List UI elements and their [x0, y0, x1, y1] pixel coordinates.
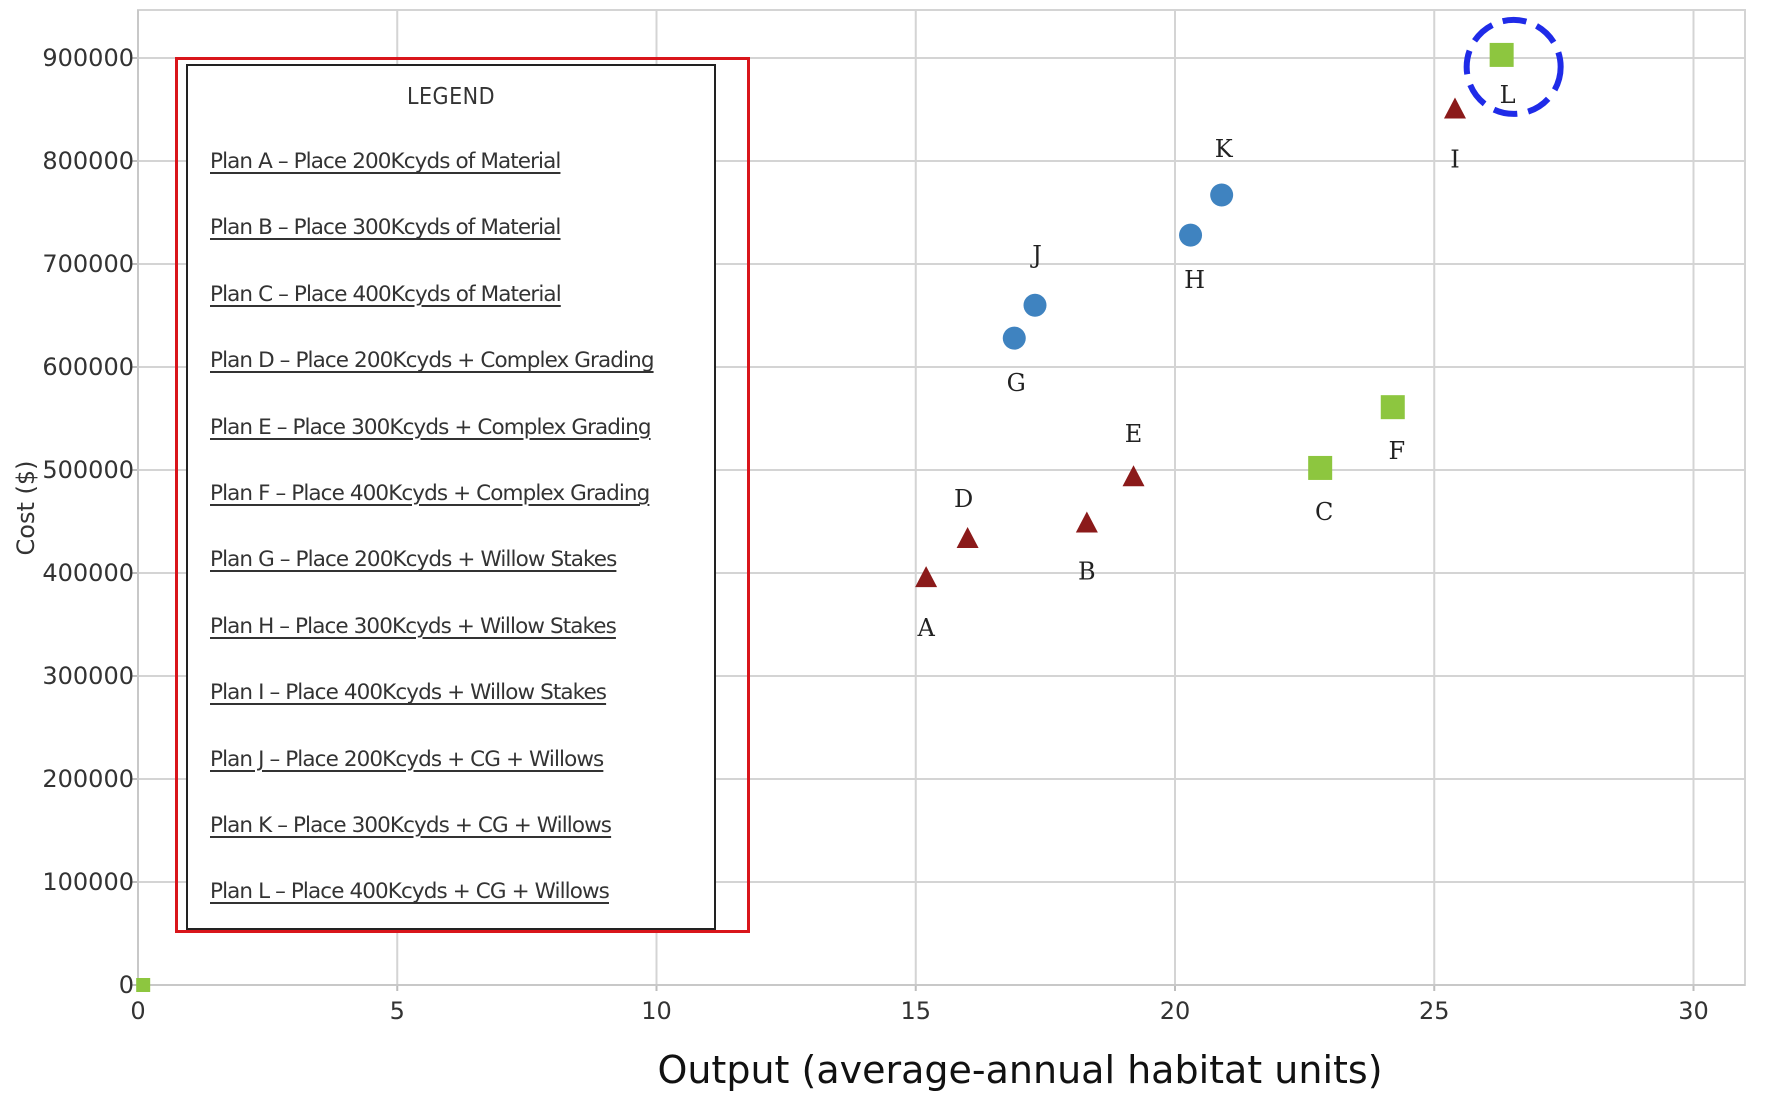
legend: LEGEND Plan A – Place 200Kcyds of Materi… [175, 57, 750, 933]
x-axis-label: Output (average-annual habitat units) [657, 1048, 1382, 1092]
y-tick-label: 400000 [42, 559, 134, 587]
point-j [1023, 293, 1047, 317]
point-label-f: F [1388, 437, 1405, 465]
legend-title: LEGEND [406, 84, 496, 110]
highlight-circle [1463, 16, 1564, 117]
point-h [1179, 223, 1203, 247]
legend-box: LEGEND Plan A – Place 200Kcyds of Materi… [186, 64, 716, 930]
point-f [1380, 395, 1405, 420]
x-tick-labels: 0 5 10 15 20 25 30 [130, 997, 1708, 1025]
point-g [1002, 326, 1026, 350]
point-label-i: I [1450, 146, 1459, 174]
legend-item: Plan K – Place 300Kcyds + CG + Willows [210, 812, 612, 838]
legend-item: Plan D – Place 200Kcyds + Complex Gradin… [210, 348, 654, 374]
y-tick-label: 0 [119, 971, 134, 999]
y-tick-label: 800000 [42, 147, 134, 175]
point-b [1075, 511, 1098, 533]
legend-item: Plan H – Place 300Kcyds + Willow Stakes [210, 613, 617, 639]
point-origin [136, 978, 151, 992]
point-label-h: H [1184, 266, 1205, 294]
legend-item: Plan C – Place 400Kcyds of Material [210, 281, 562, 307]
y-tick-label: 600000 [42, 353, 134, 381]
x-tick-label: 5 [390, 997, 405, 1025]
y-axis-label: Cost ($) [12, 461, 40, 556]
point-label-c: C [1315, 498, 1333, 526]
x-tick-label: 0 [130, 997, 145, 1025]
y-tick-label: 200000 [42, 765, 134, 793]
data-points [136, 42, 1514, 992]
highlight-dashed-circle [1463, 16, 1564, 117]
legend-item: Plan J – Place 200Kcyds + CG + Willows [210, 746, 604, 772]
point-label-b: B [1078, 558, 1096, 586]
x-tick-label: 25 [1419, 997, 1450, 1025]
point-label-e: E [1125, 420, 1143, 448]
point-d [956, 527, 979, 549]
point-label-g: G [1007, 369, 1026, 397]
y-tick-labels: 0 100000 200000 300000 400000 500000 600000 700… [42, 44, 134, 999]
x-tick-label: 10 [641, 997, 672, 1025]
legend-item: Plan I – Place 400Kcyds + Willow Stakes [210, 680, 607, 706]
point-label-a: A [916, 614, 935, 642]
point-l [1489, 42, 1514, 67]
point-label-d: D [954, 485, 973, 513]
legend-item: Plan L – Place 400Kcyds + CG + Willows [210, 879, 610, 905]
legend-item: Plan B – Place 300Kcyds of Material [210, 215, 561, 241]
point-a [915, 566, 938, 588]
axes [132, 9, 1746, 991]
y-tick-label: 900000 [42, 44, 134, 72]
point-label-l: L [1500, 81, 1516, 109]
x-tick-label: 30 [1678, 997, 1709, 1025]
point-labels: A D B E I G J H K C F L [916, 81, 1515, 642]
point-label-j: J [1029, 241, 1042, 269]
point-e [1122, 465, 1145, 487]
point-i [1443, 97, 1466, 119]
y-tick-label: 300000 [42, 662, 134, 690]
x-tick-label: 20 [1160, 997, 1191, 1025]
x-tick-label: 15 [900, 997, 931, 1025]
legend-item: Plan A – Place 200Kcyds of Material [210, 149, 561, 174]
point-c [1308, 455, 1333, 480]
point-k [1210, 183, 1234, 207]
legend-item: Plan G – Place 200Kcyds + Willow Stakes [210, 547, 617, 573]
y-tick-label: 500000 [42, 456, 134, 484]
point-label-k: K [1215, 135, 1234, 163]
legend-item: Plan F – Place 400Kcyds + Complex Gradin… [210, 480, 650, 506]
y-tick-label: 100000 [42, 868, 134, 896]
legend-item: Plan E – Place 300Kcyds + Complex Gradin… [210, 414, 651, 440]
legend-items: Plan A – Place 200Kcyds of Material Plan … [210, 149, 654, 946]
y-tick-label: 700000 [42, 250, 134, 278]
